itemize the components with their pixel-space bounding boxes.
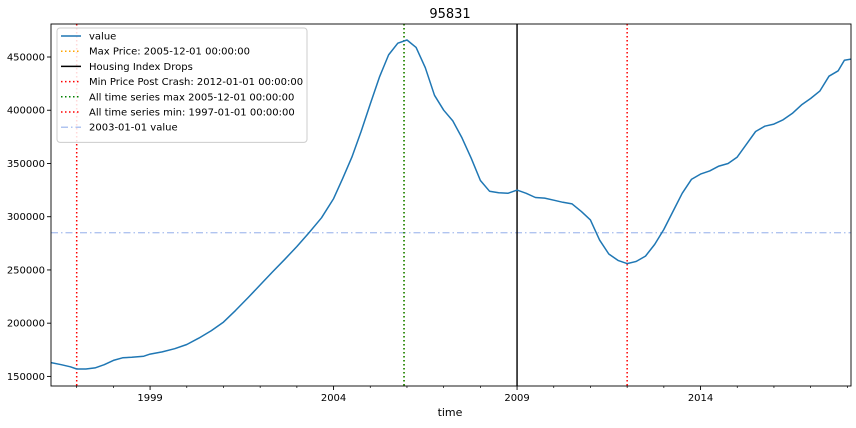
y-tick-label-4: 350000 xyxy=(7,159,45,170)
plot-clip-group xyxy=(51,24,851,386)
x-tick-label-2: 2009 xyxy=(504,393,529,404)
legend-label-0: value xyxy=(89,32,116,43)
legend-label-4: All time series max 2005-12-01 00:00:00 xyxy=(89,92,294,103)
plot-area xyxy=(51,24,851,386)
legend-label-3: Min Price Post Crash: 2012-01-01 00:00:0… xyxy=(89,77,303,88)
legend-label-2: Housing Index Drops xyxy=(89,62,193,73)
y-tick-label-0: 150000 xyxy=(7,372,45,383)
y-tick-label-6: 450000 xyxy=(7,53,45,64)
legend-label-6: 2003-01-01 value xyxy=(89,123,178,134)
x-tick-label-0: 1999 xyxy=(137,393,162,404)
y-tick-label-5: 400000 xyxy=(7,106,45,117)
y-tick-label-2: 250000 xyxy=(7,265,45,276)
series-line-0 xyxy=(51,39,851,370)
y-tick-label-3: 300000 xyxy=(7,212,45,223)
y-tick-label-1: 200000 xyxy=(7,319,45,330)
axes-frame xyxy=(50,23,852,387)
x-axis-label: time xyxy=(438,406,463,419)
axes: 1999 2004 2009 2014 150000 200000 250000 300000… xyxy=(7,23,852,404)
chart-title: 95831 xyxy=(429,7,470,22)
legend: value Max Price: 2005-12-01 00:00:00 Housi… xyxy=(56,27,308,143)
x-tick-label-1: 2004 xyxy=(321,393,346,404)
x-tick-label-3: 2014 xyxy=(688,393,713,404)
legend-label-1: Max Price: 2005-12-01 00:00:00 xyxy=(89,47,250,58)
legend-label-5: All time series min: 1997-01-01 00:00:00 xyxy=(89,108,295,119)
legend-box xyxy=(56,27,308,143)
